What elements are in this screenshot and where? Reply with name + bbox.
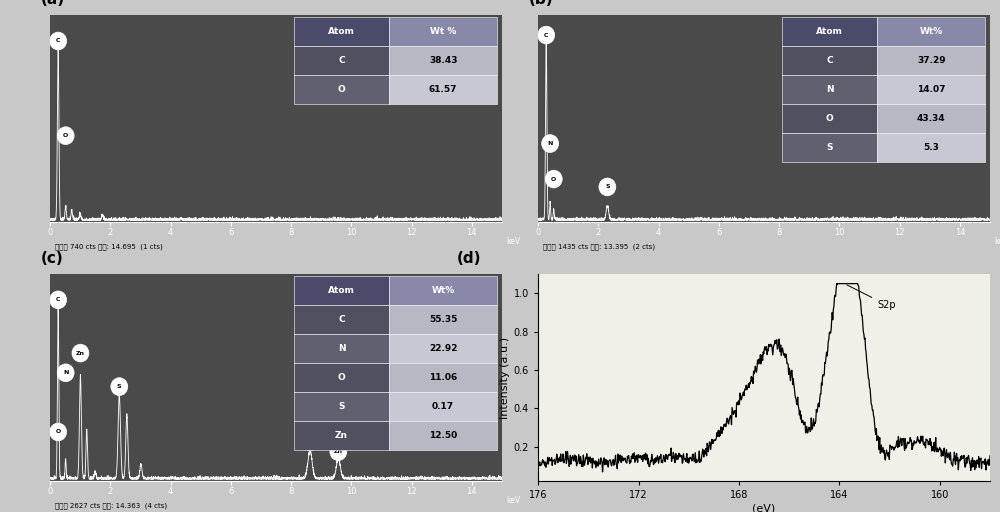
Ellipse shape [50, 32, 67, 50]
Text: 12.50: 12.50 [429, 431, 457, 440]
FancyBboxPatch shape [294, 17, 389, 47]
Text: 61.57: 61.57 [429, 86, 457, 94]
Text: Zn: Zn [334, 449, 343, 454]
Text: Atom: Atom [328, 28, 355, 36]
Text: 满量程 2627 cts 光标: 14.363  (4 cts): 满量程 2627 cts 光标: 14.363 (4 cts) [55, 502, 167, 508]
X-axis label: (eV): (eV) [752, 503, 776, 512]
Text: S: S [117, 384, 122, 389]
FancyBboxPatch shape [294, 334, 389, 363]
Ellipse shape [538, 26, 555, 44]
Text: C: C [338, 315, 345, 324]
Ellipse shape [72, 344, 89, 362]
Text: O: O [56, 430, 61, 435]
Text: C: C [544, 33, 548, 37]
FancyBboxPatch shape [389, 305, 497, 334]
FancyBboxPatch shape [877, 17, 985, 47]
Text: 38.43: 38.43 [429, 56, 457, 66]
FancyBboxPatch shape [294, 392, 389, 421]
Text: Atom: Atom [816, 28, 843, 36]
Ellipse shape [542, 135, 559, 153]
Ellipse shape [599, 178, 616, 196]
Text: N: N [547, 141, 553, 146]
FancyBboxPatch shape [782, 17, 877, 47]
Ellipse shape [111, 378, 128, 395]
FancyBboxPatch shape [389, 363, 497, 392]
FancyBboxPatch shape [782, 104, 877, 134]
Ellipse shape [57, 127, 74, 144]
Text: 满量程 1435 cts 光标: 13.395  (2 cts): 满量程 1435 cts 光标: 13.395 (2 cts) [543, 243, 655, 250]
Text: (a): (a) [41, 0, 65, 7]
FancyBboxPatch shape [294, 47, 389, 75]
Text: N: N [826, 86, 833, 94]
Text: 5.3: 5.3 [923, 143, 939, 153]
Text: S: S [826, 143, 833, 153]
Text: Zn: Zn [76, 351, 85, 356]
FancyBboxPatch shape [877, 47, 985, 75]
FancyBboxPatch shape [782, 134, 877, 162]
Text: C: C [338, 56, 345, 66]
Text: 11.06: 11.06 [429, 373, 457, 382]
Text: keV: keV [995, 237, 1000, 246]
Text: (d): (d) [457, 251, 481, 266]
Text: C: C [56, 297, 60, 303]
Ellipse shape [330, 443, 347, 461]
Text: C: C [56, 38, 60, 44]
Text: C: C [826, 56, 833, 66]
Ellipse shape [57, 364, 74, 381]
Text: O: O [338, 373, 345, 382]
FancyBboxPatch shape [877, 134, 985, 162]
Text: (b): (b) [529, 0, 554, 7]
Text: Wt %: Wt % [430, 28, 456, 36]
Text: O: O [826, 114, 833, 123]
Text: 满量程 740 cts 光标: 14.695  (1 cts): 满量程 740 cts 光标: 14.695 (1 cts) [55, 243, 162, 250]
FancyBboxPatch shape [782, 47, 877, 75]
FancyBboxPatch shape [389, 17, 497, 47]
Text: S: S [338, 402, 345, 411]
Text: 0.17: 0.17 [432, 402, 454, 411]
Text: Wt%: Wt% [920, 28, 943, 36]
Text: 37.29: 37.29 [917, 56, 946, 66]
FancyBboxPatch shape [294, 363, 389, 392]
FancyBboxPatch shape [294, 305, 389, 334]
Y-axis label: Intensity (a.u.): Intensity (a.u.) [500, 337, 510, 419]
Text: O: O [551, 177, 556, 182]
Text: O: O [63, 133, 68, 138]
FancyBboxPatch shape [389, 75, 497, 104]
FancyBboxPatch shape [389, 421, 497, 450]
Text: O: O [338, 86, 345, 94]
Text: Zn: Zn [306, 439, 315, 444]
FancyBboxPatch shape [877, 104, 985, 134]
FancyBboxPatch shape [782, 75, 877, 104]
Ellipse shape [302, 433, 318, 451]
Ellipse shape [50, 423, 67, 441]
FancyBboxPatch shape [877, 75, 985, 104]
Text: S: S [605, 184, 610, 189]
FancyBboxPatch shape [294, 421, 389, 450]
Text: Zn: Zn [335, 431, 348, 440]
FancyBboxPatch shape [389, 276, 497, 305]
FancyBboxPatch shape [389, 334, 497, 363]
FancyBboxPatch shape [389, 392, 497, 421]
Text: keV: keV [506, 496, 521, 505]
Text: 22.92: 22.92 [429, 344, 457, 353]
Text: 55.35: 55.35 [429, 315, 457, 324]
Ellipse shape [50, 291, 67, 309]
FancyBboxPatch shape [389, 47, 497, 75]
Text: keV: keV [506, 237, 521, 246]
Text: Wt%: Wt% [432, 286, 455, 295]
FancyBboxPatch shape [294, 276, 389, 305]
Ellipse shape [545, 170, 562, 188]
Text: N: N [63, 370, 68, 375]
Text: 43.34: 43.34 [917, 114, 946, 123]
Text: S2p: S2p [847, 285, 896, 310]
Text: N: N [338, 344, 345, 353]
Text: 14.07: 14.07 [917, 86, 946, 94]
Text: (c): (c) [41, 251, 64, 266]
FancyBboxPatch shape [294, 75, 389, 104]
Text: Atom: Atom [328, 286, 355, 295]
